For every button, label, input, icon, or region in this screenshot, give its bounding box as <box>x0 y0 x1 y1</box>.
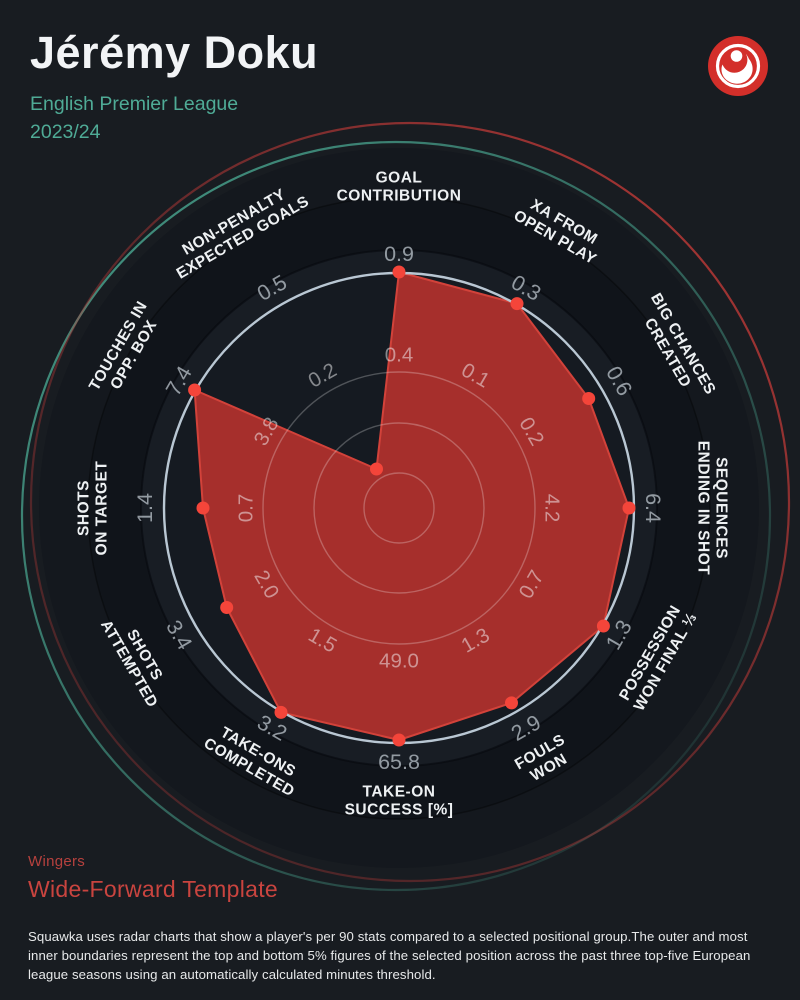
axis-name-label: SHOTSON TARGET <box>76 461 111 556</box>
decorative-red-arc <box>29 121 791 883</box>
axis-mid-label: 0.4 <box>385 344 414 367</box>
grid-circle <box>363 472 435 544</box>
data-point <box>582 392 596 405</box>
axis-name-line: CONTRIBUTION <box>337 187 462 204</box>
axis-name-label: GOAL CONTRIBUTION <box>337 170 462 205</box>
axis-name-line: SHOTS <box>76 480 93 536</box>
axis-name-line: SUCCESS [%] <box>345 801 454 818</box>
league-label: English Premier League <box>30 92 239 115</box>
grid-circle <box>313 422 485 594</box>
season-label: 2023/24 <box>30 120 101 143</box>
axis-value-label: 65.8 <box>378 750 420 774</box>
position-group-label: Wingers <box>28 853 86 870</box>
data-point <box>392 265 406 279</box>
data-point <box>188 383 202 397</box>
axis-name-line: ON TARGET <box>93 461 110 556</box>
template-name-label: Wide-Forward Template <box>28 876 279 902</box>
data-point <box>392 733 406 747</box>
axis-name-label: TAKE-ON SUCCESS [%] <box>345 784 454 819</box>
data-point <box>370 462 383 476</box>
axis-value-label: 1.4 <box>133 493 157 523</box>
logo-swoosh-icon <box>721 53 753 84</box>
decorative-teal-arc <box>20 140 772 892</box>
axis-name-label: SEQUENCESENDING IN SHOT <box>695 441 730 575</box>
logo-dot <box>730 50 743 62</box>
data-point <box>622 501 636 515</box>
axis-value-label: 6.4 <box>641 493 665 523</box>
player-name: Jérémy Doku <box>30 27 319 78</box>
data-point <box>505 696 518 710</box>
squawka-logo <box>708 36 768 96</box>
axis-name-line: SEQUENCES <box>712 457 729 559</box>
axis-mid-label: 4.2 <box>541 494 564 523</box>
axis-name-line: TAKE-ON <box>363 784 436 801</box>
methodology-note: Squawka uses radar charts that show a pl… <box>28 929 751 983</box>
axis-value-label: 0.9 <box>384 242 414 266</box>
axis-mid-label: 49.0 <box>379 650 419 673</box>
grid-circle <box>262 371 536 645</box>
data-point <box>220 601 234 614</box>
header: Jérémy Doku English Premier League 2023/… <box>30 28 318 145</box>
data-point <box>510 297 524 311</box>
logo-ring <box>715 43 761 89</box>
data-point <box>196 501 210 515</box>
axis-name-line: GOAL <box>376 170 423 187</box>
data-point <box>274 705 288 719</box>
axis-mid-label: 0.7 <box>235 494 258 523</box>
data-point <box>596 619 610 633</box>
axis-name-line: ENDING IN SHOT <box>695 441 712 575</box>
footer: Wingers Wide-Forward Template Squawka us… <box>28 853 776 984</box>
